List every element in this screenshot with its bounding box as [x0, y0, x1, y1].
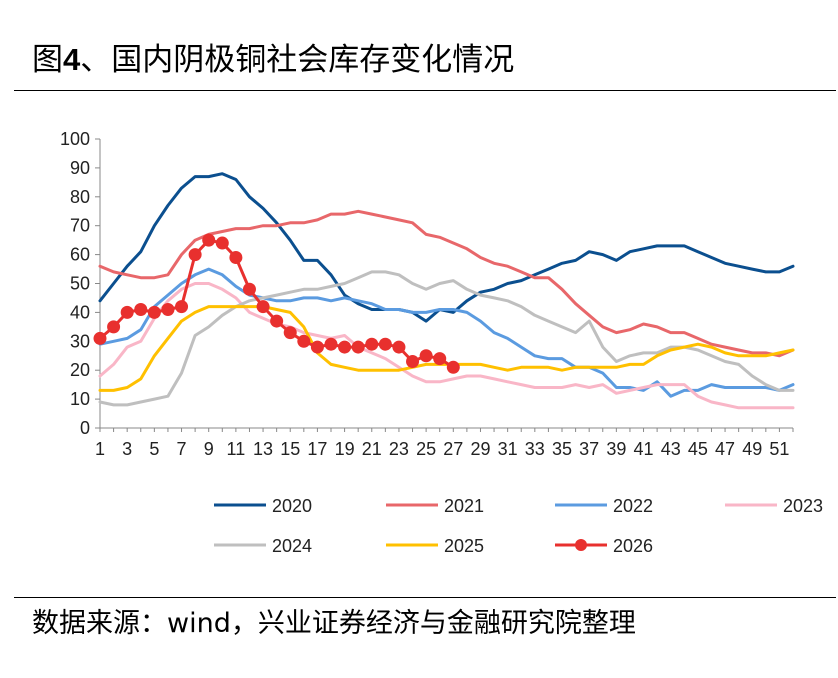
data-point-2026 [324, 337, 338, 351]
data-point-2026 [310, 340, 324, 354]
chart-markers [93, 233, 460, 374]
data-point-2026 [338, 340, 352, 354]
data-point-2026 [351, 340, 365, 354]
source-note: 数据来源：wind，兴业证券经济与金融研究院整理 [32, 608, 636, 639]
y-tick-label: 20 [70, 360, 90, 380]
data-point-2026 [283, 326, 297, 340]
y-tick-label: 60 [70, 245, 90, 265]
y-tick-label: 90 [70, 158, 90, 178]
series-line-2023 [98, 282, 795, 410]
data-point-2026 [147, 305, 161, 319]
legend-label-2020: 2020 [272, 496, 312, 516]
legend-label-2022: 2022 [613, 496, 653, 516]
y-tick-label: 10 [70, 389, 90, 409]
y-tick-label: 80 [70, 187, 90, 207]
legend-label-2021: 2021 [444, 496, 484, 516]
x-tick-label: 23 [389, 439, 409, 459]
x-tick-label: 11 [227, 439, 246, 459]
legend-marker-2026 [575, 539, 587, 551]
x-tick-label: 25 [416, 439, 436, 459]
x-tick-label: 15 [280, 439, 300, 459]
y-tick-label: 40 [70, 302, 90, 322]
x-tick-label: 19 [335, 439, 355, 459]
x-tick-label: 49 [742, 439, 762, 459]
data-point-2026 [161, 303, 175, 317]
data-point-2026 [215, 236, 229, 250]
x-tick-label: 39 [606, 439, 626, 459]
data-point-2026 [120, 305, 134, 319]
x-tick-label: 35 [552, 439, 572, 459]
data-point-2026 [297, 334, 311, 348]
chart-series [98, 172, 795, 410]
x-tick-label: 33 [525, 439, 545, 459]
x-tick-label: 45 [688, 439, 708, 459]
data-point-2026 [406, 355, 420, 369]
figure-title: 图4、国内阴极铜社会库存变化情况 [32, 42, 515, 78]
x-tick-label: 29 [470, 439, 490, 459]
legend-label-2025: 2025 [444, 536, 484, 556]
x-tick-label: 43 [661, 439, 681, 459]
data-point-2026 [134, 303, 148, 317]
data-point-2026 [433, 352, 447, 366]
y-tick-label: 0 [80, 418, 90, 438]
y-tick-label: 50 [70, 274, 90, 294]
data-point-2026 [93, 331, 107, 345]
x-tick-label: 7 [177, 439, 187, 459]
chart-axes [95, 138, 794, 432]
x-tick-label: 17 [307, 439, 327, 459]
legend-label-2026: 2026 [613, 536, 653, 556]
x-tick-label: 3 [122, 439, 132, 459]
chart-legend: 2020 2021 2022 2023 2024 2025 2026 [214, 496, 823, 556]
data-point-2026 [378, 337, 392, 351]
x-tick-label: 37 [579, 439, 599, 459]
data-point-2026 [188, 248, 202, 262]
data-point-2026 [202, 233, 216, 247]
data-point-2026 [107, 320, 121, 334]
title-divider [14, 90, 836, 91]
x-tick-label: 21 [362, 439, 382, 459]
source-divider [14, 597, 836, 598]
data-point-2026 [392, 340, 406, 354]
x-tick-label: 9 [204, 439, 214, 459]
x-tick-label: 47 [715, 439, 735, 459]
x-tick-label: 41 [634, 439, 654, 459]
data-point-2026 [446, 360, 460, 374]
x-tick-label: 1 [95, 439, 105, 459]
y-tick-label: 70 [70, 216, 90, 236]
data-point-2026 [256, 300, 270, 314]
data-point-2026 [270, 314, 284, 328]
data-point-2026 [175, 300, 189, 314]
data-point-2026 [365, 337, 379, 351]
legend-label-2023: 2023 [783, 496, 823, 516]
x-tick-label: 31 [498, 439, 518, 459]
data-point-2026 [242, 282, 256, 296]
data-point-2026 [419, 349, 433, 363]
series-line-2022 [98, 267, 795, 398]
y-tick-label: 30 [70, 331, 90, 351]
x-tick-label: 51 [769, 439, 789, 459]
x-tick-label: 5 [149, 439, 159, 459]
series-line-2024 [98, 270, 795, 407]
x-tick-label: 13 [253, 439, 273, 459]
legend-label-2024: 2024 [272, 536, 312, 556]
series-line-2021 [98, 209, 795, 358]
x-tick-label: 27 [443, 439, 463, 459]
data-point-2026 [229, 250, 243, 264]
y-tick-label: 100 [60, 129, 90, 149]
